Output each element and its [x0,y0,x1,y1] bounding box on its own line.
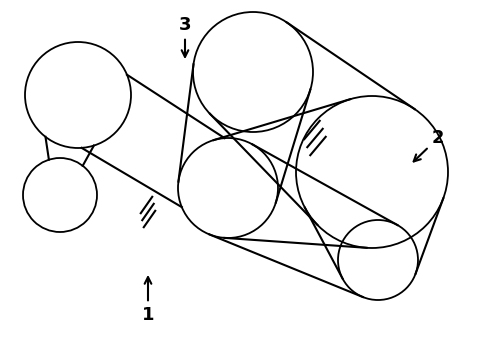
Text: 1: 1 [142,277,154,324]
Text: 2: 2 [414,129,444,161]
Text: 3: 3 [179,16,191,57]
